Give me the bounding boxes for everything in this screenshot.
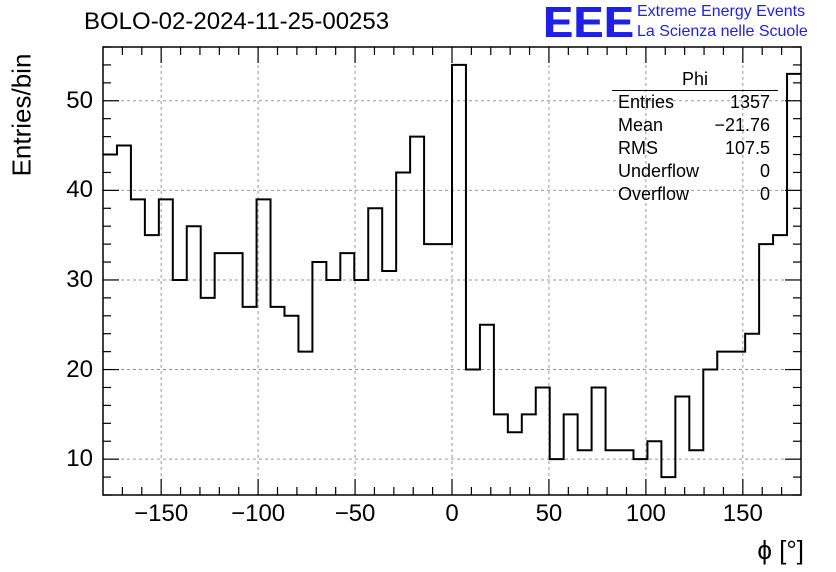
y-tick-label: 30	[66, 265, 93, 293]
y-tick-label: 50	[66, 86, 93, 114]
stats-label: Overflow	[618, 184, 690, 204]
x-axis-label: ϕ [°]	[757, 535, 804, 565]
stats-label: RMS	[618, 138, 658, 158]
stats-label: Mean	[618, 115, 664, 135]
histogram-line	[103, 63, 801, 479]
stats-row: Entries 1357	[612, 91, 778, 114]
x-tick-label: 50	[535, 500, 563, 527]
stats-value: 0	[759, 161, 770, 181]
stats-row: Underflow 0	[612, 160, 778, 183]
logo-line-2: La Scienza nelle Scuole	[637, 23, 808, 40]
y-axis-label: Entries/bin	[6, 53, 37, 177]
stats-title: Phi	[612, 68, 778, 91]
stats-box: Phi Entries 1357 Mean −21.76 RMS 107.5 Underfl…	[612, 68, 778, 206]
stats-label: Underflow	[618, 161, 700, 181]
x-tick-label: −100	[231, 500, 286, 527]
stats-row: RMS 107.5	[612, 137, 778, 160]
x-tick-label: 100	[625, 500, 666, 527]
stats-row: Overflow 0	[612, 183, 778, 206]
stats-value: 107.5	[724, 138, 770, 158]
chart-title: BOLO-02-2024-11-25-00253	[84, 8, 390, 35]
x-tick-label: 150	[722, 500, 763, 527]
eee-logo: EEE	[543, 0, 635, 47]
stats-label: Entries	[618, 92, 675, 112]
stats-row: Mean −21.76	[612, 114, 778, 137]
axis-ticks	[103, 46, 801, 496]
x-tick-label: 0	[445, 500, 459, 527]
stats-value: −21.76	[714, 115, 770, 135]
y-tick-label: 40	[66, 176, 93, 204]
stats-value: 0	[759, 184, 770, 204]
x-tick-label: −150	[134, 500, 189, 527]
y-tick-label: 20	[66, 355, 93, 383]
x-tick-label: −50	[334, 500, 376, 527]
logo-line-1: Extreme Energy Events	[637, 3, 806, 20]
y-tick-label: 10	[66, 445, 93, 473]
stats-value: 1357	[729, 92, 770, 112]
stats-rows: Entries 1357 Mean −21.76 RMS 107.5 Underflow 0 O…	[612, 91, 778, 206]
